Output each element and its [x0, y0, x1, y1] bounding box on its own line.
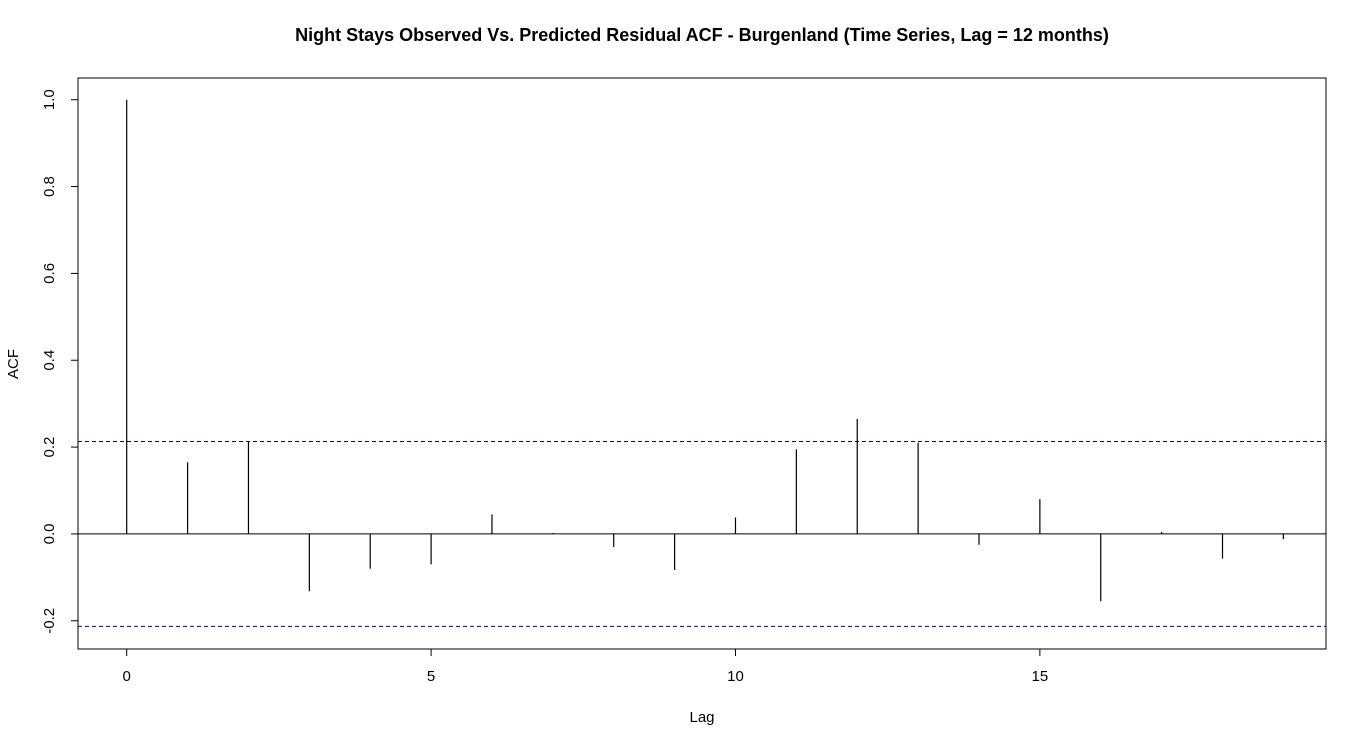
y-tick-label: 0.6: [41, 263, 58, 284]
x-axis-label: Lag: [689, 709, 714, 726]
x-axis: 0 5 10 15: [123, 648, 1049, 685]
plot-frame: [77, 77, 1327, 650]
y-tick-label: 0.2: [41, 437, 58, 458]
x-tick-label: 5: [427, 668, 435, 685]
y-axis: -0.2 0.0 0.2 0.4 0.6 0.8 1.0: [41, 89, 79, 634]
x-tick-label: 10: [727, 668, 744, 685]
x-tick-label: 15: [1032, 668, 1049, 685]
x-tick-label: 0: [123, 668, 131, 685]
y-tick-label: 0.4: [41, 350, 58, 371]
chart-title: Night Stays Observed Vs. Predicted Resid…: [295, 25, 1109, 45]
y-tick-label: 0.8: [41, 176, 58, 197]
y-tick-label: 1.0: [41, 89, 58, 110]
y-tick-label: -0.2: [41, 608, 58, 634]
y-axis-label: ACF: [5, 349, 22, 379]
y-tick-label: 0.0: [41, 524, 58, 545]
confidence-lines: [78, 440, 1326, 627]
acf-bars: [126, 99, 1284, 602]
